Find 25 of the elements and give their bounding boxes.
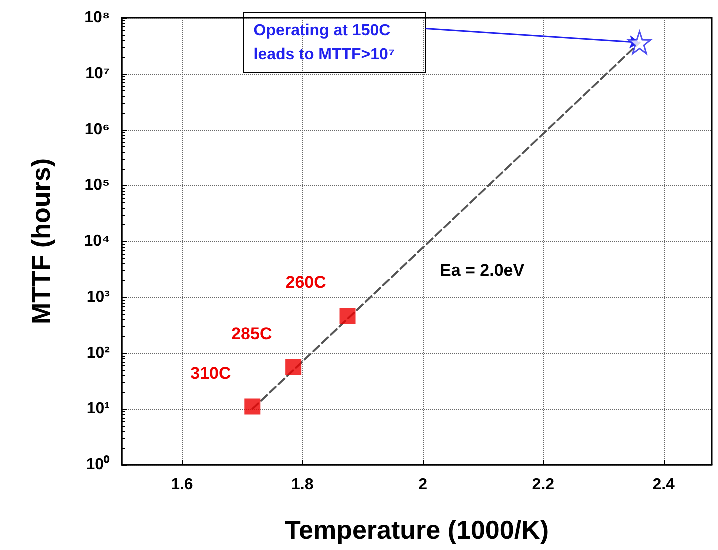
- y-tick-label: 10⁴: [84, 233, 110, 250]
- point: [340, 308, 356, 324]
- point: [286, 359, 302, 376]
- x-tick-label: 2.4: [652, 476, 676, 494]
- y-tick-label: 10⁵: [84, 177, 110, 194]
- y-tick-label: 10³: [86, 288, 110, 306]
- annotation: 260C: [286, 272, 326, 292]
- x-axis-title: Temperature (1000/K): [285, 515, 549, 545]
- annotation: 310C: [190, 364, 232, 383]
- y-tick-label: 10⁶: [84, 121, 110, 138]
- y-tick-label: 10²: [86, 344, 110, 362]
- y-tick-label: 10¹: [86, 400, 110, 418]
- y-axis-title: MTTF (hours): [26, 158, 56, 325]
- x-tick-label: 1.8: [291, 476, 314, 494]
- point: [244, 398, 261, 415]
- point: [628, 31, 652, 55]
- annotation: Ea = 2.0eV: [440, 261, 526, 280]
- y-tick-label: 10⁰: [86, 456, 110, 474]
- annotation: Operating at 150C leads to MTTF>10⁷: [254, 22, 396, 64]
- y-tick-label: 10⁷: [86, 65, 110, 82]
- x-tick-label: 2.2: [532, 476, 555, 494]
- x-tick-label: 2: [418, 476, 428, 494]
- y-tick-label: 10⁸: [84, 10, 110, 26]
- annotation: 285C: [232, 324, 272, 344]
- x-tick-label: 1.6: [171, 476, 194, 494]
